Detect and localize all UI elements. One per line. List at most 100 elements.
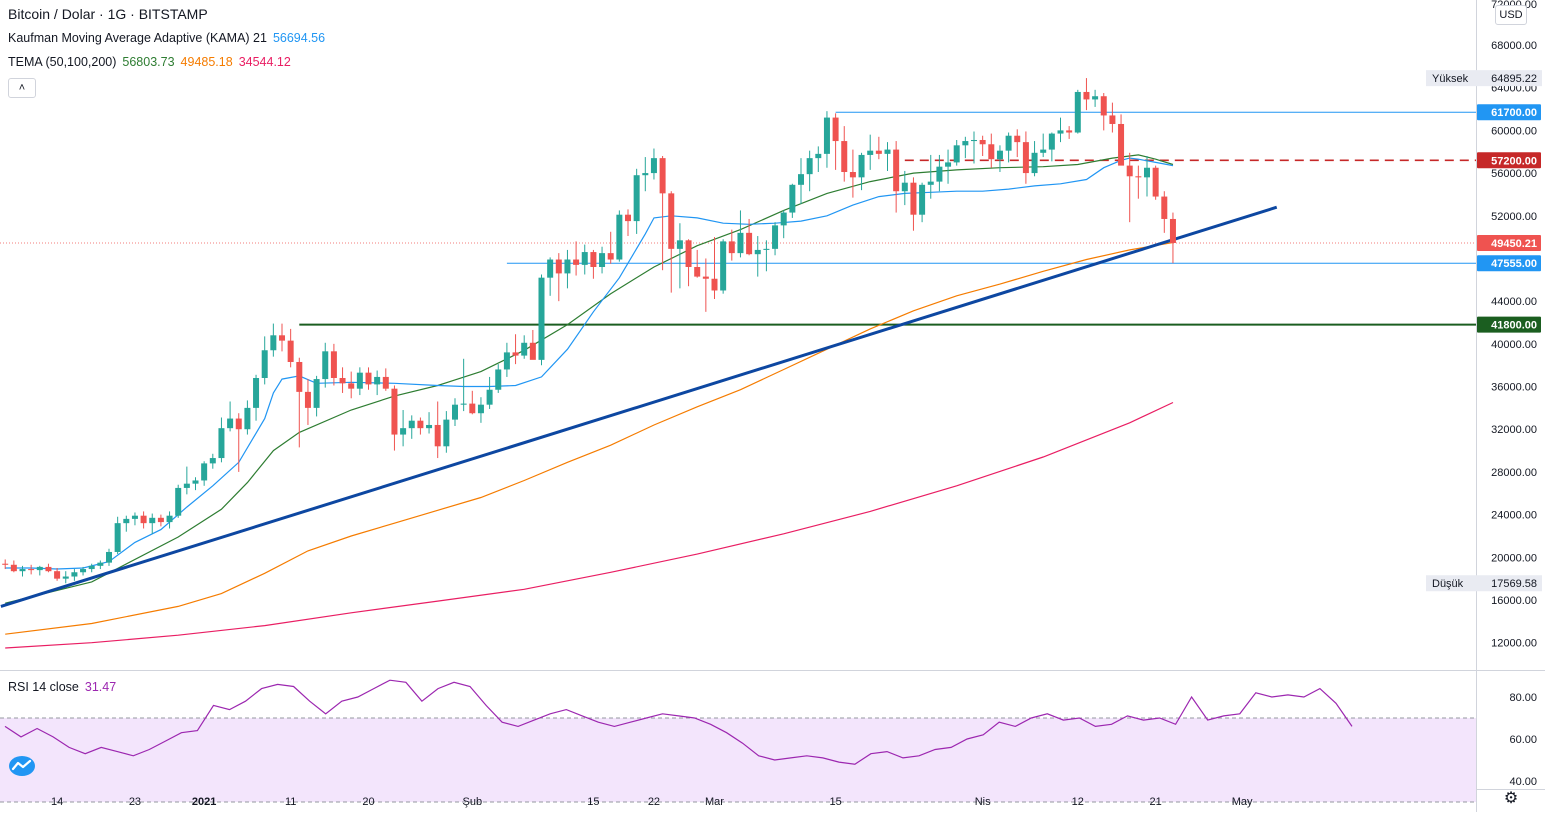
candle-body — [1126, 165, 1133, 177]
candle-body — [512, 352, 519, 356]
price-tick: 44000.00 — [1491, 296, 1537, 308]
candle-body — [996, 150, 1003, 160]
tema-legend: TEMA (50,100,200) 56803.73 49485.18 34544.1… — [8, 55, 297, 69]
candle-body — [1005, 135, 1012, 151]
collapse-legend-button[interactable]: ˄ — [8, 78, 36, 98]
tema-value-1: 56803.73 — [122, 55, 175, 69]
price-label: 61700.00 — [1491, 107, 1537, 119]
candle-body — [495, 369, 502, 390]
candle-body — [728, 241, 735, 254]
candle-body — [927, 181, 934, 185]
currency-button[interactable]: USD — [1495, 5, 1527, 25]
candle-body — [1169, 218, 1176, 243]
price-tick: 20000.00 — [1491, 552, 1537, 564]
candle-body — [538, 277, 545, 360]
candle-body — [443, 419, 450, 447]
candle-body — [893, 149, 900, 192]
candle-body — [754, 249, 761, 255]
candle-body — [1092, 96, 1099, 100]
price-tick: 56000.00 — [1491, 168, 1537, 180]
tema-label: TEMA (50,100,200) — [8, 55, 117, 69]
candle-body — [798, 174, 804, 185]
rsi-value: 31.47 — [84, 680, 117, 694]
candle-body — [616, 214, 623, 260]
candle-body — [374, 376, 381, 385]
candle-body — [244, 407, 251, 430]
price-tick: 32000.00 — [1491, 424, 1537, 436]
gear-icon[interactable]: ⚙ — [1503, 790, 1519, 807]
candle-body — [720, 241, 727, 291]
time-tick: Nis — [975, 796, 991, 808]
candle-body — [979, 139, 986, 145]
candle-body — [157, 517, 164, 523]
candle-body — [746, 232, 753, 255]
candle-body — [1083, 91, 1090, 100]
candle-body — [88, 565, 95, 570]
price-tick: 24000.00 — [1491, 510, 1537, 522]
candle-body — [1074, 91, 1081, 133]
candle-body — [434, 424, 441, 447]
candle-body — [1144, 167, 1150, 178]
candle-body — [279, 335, 285, 341]
candle-body — [28, 569, 35, 571]
extreme-tag: Düşük — [1432, 578, 1464, 590]
candle-body — [261, 350, 268, 378]
rsi-tick: 80.00 — [1509, 692, 1537, 704]
candle-body — [71, 572, 78, 577]
extreme-label-bg — [1426, 575, 1542, 592]
candle-body — [339, 378, 346, 384]
candle-body — [1135, 176, 1142, 178]
candle-body — [1118, 123, 1125, 166]
extreme-value: 64895.22 — [1491, 73, 1537, 85]
price-label: 47555.00 — [1491, 258, 1537, 270]
symbol-title: Bitcoin / Dolar · 1G · BITSTAMP — [8, 6, 208, 22]
candle-body — [1152, 167, 1159, 197]
time-tick: 14 — [51, 796, 63, 808]
candle-body — [486, 389, 493, 405]
candle-body — [841, 141, 848, 173]
candle-body — [1022, 142, 1029, 174]
candle-body — [823, 117, 830, 154]
extreme-tag: Yüksek — [1432, 73, 1469, 85]
time-tick: 21 — [1150, 796, 1162, 808]
candle-body — [763, 248, 770, 250]
candle-body — [945, 162, 952, 167]
candle-body — [694, 267, 701, 277]
candle-body — [348, 383, 355, 389]
candle-body — [573, 259, 580, 265]
candle-body — [815, 153, 822, 159]
time-tick: 15 — [587, 796, 599, 808]
candle-body — [789, 184, 796, 213]
candle-body — [97, 562, 104, 566]
price-label-bg — [1477, 255, 1541, 272]
price-label: 49450.21 — [1491, 238, 1537, 250]
price-tick: 68000.00 — [1491, 40, 1537, 52]
price-tick: 28000.00 — [1491, 467, 1537, 479]
tradingview-logo-icon[interactable] — [8, 755, 36, 777]
candle-body — [901, 182, 908, 192]
candle-body — [1109, 115, 1116, 124]
candle-body — [832, 117, 839, 142]
candle-body — [227, 418, 234, 429]
candle-body — [106, 551, 112, 563]
candle-body — [2, 563, 9, 565]
candle-body — [218, 428, 225, 459]
candle-body — [590, 252, 597, 267]
candle-body — [1066, 130, 1073, 133]
candle-body — [322, 351, 329, 380]
time-tick: May — [1232, 796, 1253, 808]
chevron-up-icon: ˄ — [18, 82, 26, 94]
candle-body — [253, 378, 260, 408]
candle-body — [469, 403, 476, 414]
price-tick: 40000.00 — [1491, 339, 1537, 351]
rsi-tick: 40.00 — [1509, 776, 1537, 788]
candle-body — [175, 487, 182, 516]
price-tick: 12000.00 — [1491, 638, 1537, 650]
candle-body — [19, 569, 26, 572]
candle-body — [1014, 135, 1021, 143]
candle-body — [80, 569, 87, 573]
candle-body — [1040, 149, 1047, 153]
price-tick: 36000.00 — [1491, 382, 1537, 394]
